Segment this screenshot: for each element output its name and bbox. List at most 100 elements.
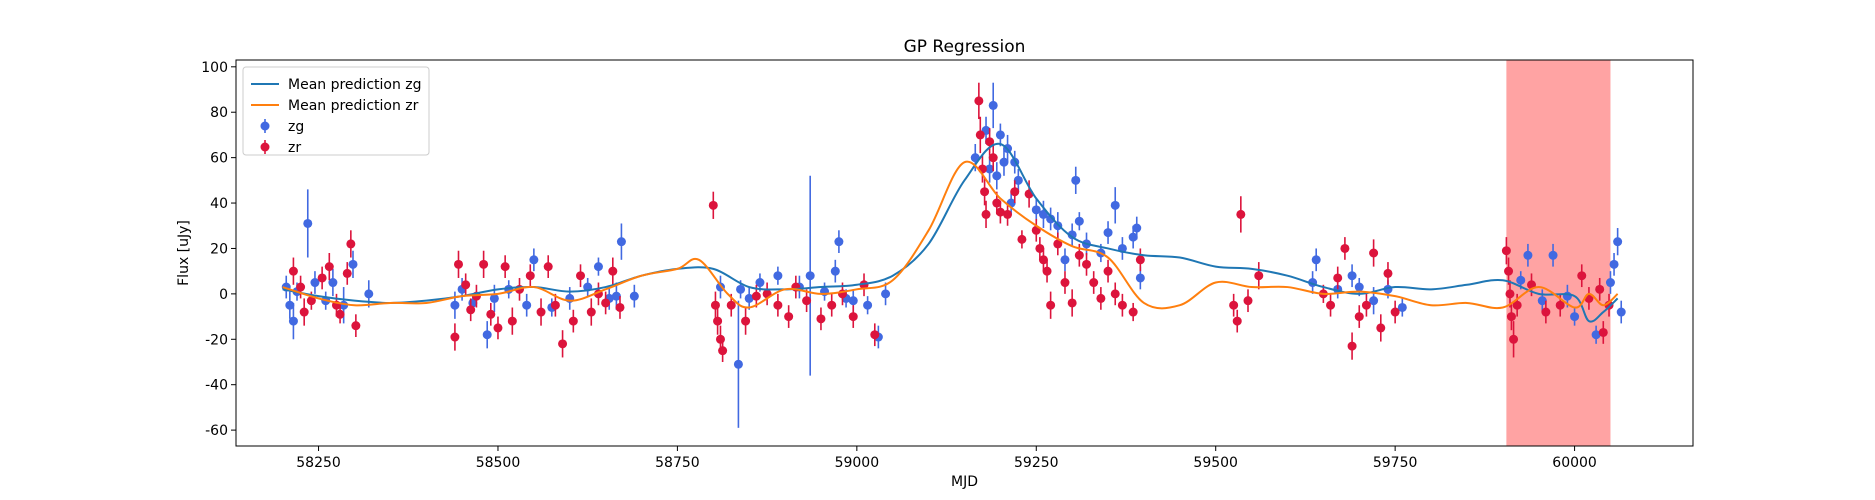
data-point — [522, 300, 532, 310]
data-point — [1038, 255, 1048, 265]
y-tick-label: -60 — [205, 423, 228, 439]
data-point — [479, 259, 489, 269]
legend-label: Mean prediction zg — [288, 77, 422, 93]
data-point — [1516, 275, 1526, 285]
legend-label: Mean prediction zr — [288, 98, 419, 114]
data-point — [593, 262, 603, 272]
data-point — [608, 266, 618, 276]
x-tick-label: 58500 — [476, 455, 521, 471]
data-point — [1110, 289, 1120, 299]
data-point — [1505, 289, 1515, 299]
data-point — [863, 300, 873, 310]
y-tick-label: 80 — [210, 105, 228, 121]
data-point — [995, 130, 1005, 140]
data-point — [364, 289, 374, 299]
data-point — [466, 305, 476, 315]
data-point — [1326, 300, 1336, 310]
plot-frame — [235, 59, 1694, 447]
data-point — [1340, 243, 1350, 253]
data-point — [1067, 230, 1077, 240]
series-zr — [288, 82, 1614, 362]
data-point — [1232, 316, 1242, 326]
data-point — [1031, 205, 1041, 215]
data-point — [489, 293, 499, 303]
data-point — [500, 262, 510, 272]
data-point — [816, 314, 826, 324]
data-point — [1397, 302, 1407, 312]
y-axis: -60 -40 -20 0 20 40 60 80 100 — [201, 60, 236, 439]
data-point — [1010, 187, 1020, 197]
data-point — [1071, 175, 1081, 185]
data-point — [834, 237, 844, 247]
series-line-Mean prediction zr — [282, 160, 1619, 310]
data-point — [1135, 273, 1145, 283]
data-point — [507, 316, 517, 326]
data-point — [1354, 312, 1364, 322]
data-point — [615, 302, 625, 312]
y-tick-label: 60 — [210, 151, 228, 167]
data-point — [881, 289, 891, 299]
x-axis: 58250 58500 58750 59000 59250 59500 59750 60000 — [296, 446, 1597, 471]
data-point — [802, 296, 812, 306]
data-point — [1046, 300, 1056, 310]
data-point — [1577, 271, 1587, 281]
data-point — [992, 171, 1002, 181]
chart-title: GP Regression — [904, 37, 1026, 57]
y-tick-label: -20 — [205, 332, 228, 348]
data-point — [870, 330, 880, 340]
data-point — [751, 291, 761, 301]
data-point — [710, 300, 720, 310]
data-point — [1053, 221, 1063, 231]
data-point — [988, 100, 998, 110]
y-tick-label: -40 — [205, 378, 228, 394]
legend: Mean prediction zg Mean prediction zr zg zr — [242, 66, 430, 156]
data-point — [586, 307, 596, 317]
data-point — [1562, 291, 1572, 301]
data-point — [1613, 237, 1623, 247]
data-point — [348, 259, 358, 269]
series-layer — [281, 82, 1626, 428]
data-point — [1506, 312, 1516, 322]
data-point — [1074, 216, 1084, 226]
legend-box — [242, 66, 430, 156]
data-point — [1347, 271, 1357, 281]
data-point — [285, 300, 295, 310]
data-point — [1013, 175, 1023, 185]
data-point — [1236, 209, 1246, 219]
data-point — [726, 300, 736, 310]
data-point — [324, 262, 334, 272]
data-point — [981, 209, 991, 219]
data-point — [1555, 300, 1565, 310]
data-point — [827, 300, 837, 310]
data-point — [1067, 298, 1077, 308]
data-point — [1548, 250, 1558, 260]
data-point — [317, 273, 327, 283]
data-point — [576, 271, 586, 281]
data-point — [1512, 300, 1522, 310]
data-point — [461, 280, 471, 290]
data-point — [616, 237, 626, 247]
data-point — [558, 339, 568, 349]
x-tick-label: 59750 — [1373, 455, 1418, 471]
data-point — [1017, 234, 1027, 244]
data-point — [288, 266, 298, 276]
data-point — [713, 316, 723, 326]
data-point — [1046, 214, 1056, 224]
data-point — [568, 316, 578, 326]
data-point — [708, 200, 718, 210]
data-point — [1376, 323, 1386, 333]
data-point — [1333, 273, 1343, 283]
legend-label: zr — [288, 140, 301, 156]
data-point — [1390, 307, 1400, 317]
data-point — [288, 316, 298, 326]
data-point — [1591, 330, 1601, 340]
data-point — [985, 137, 995, 147]
data-point — [1354, 282, 1364, 292]
data-point — [1616, 307, 1626, 317]
legend-label: zg — [288, 119, 304, 135]
data-point — [1035, 243, 1045, 253]
data-point — [1096, 293, 1106, 303]
data-point — [974, 96, 984, 106]
y-axis-label: Flux [uJy] — [176, 220, 192, 286]
